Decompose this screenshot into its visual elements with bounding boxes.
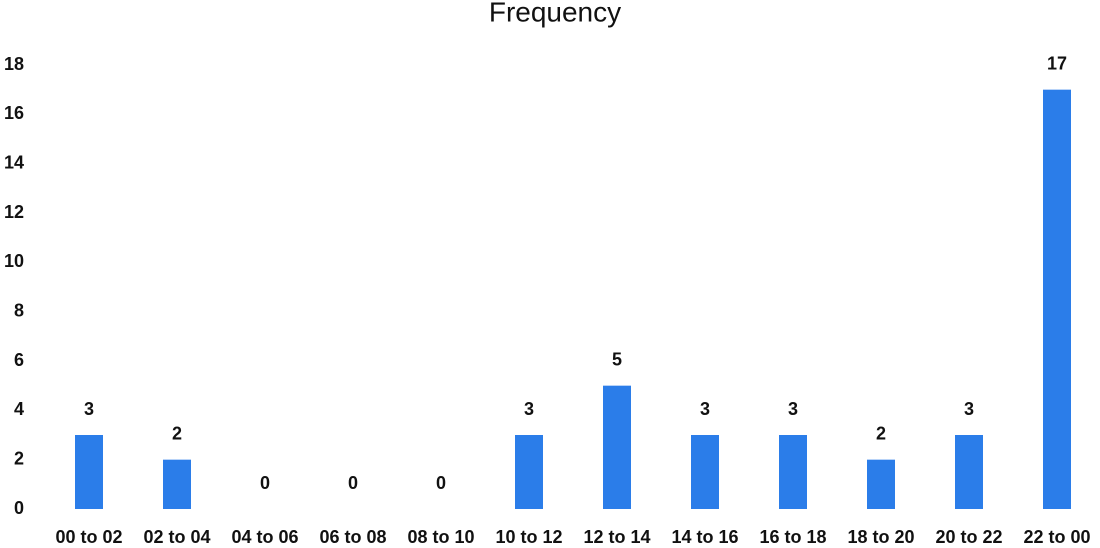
- y-tick-label: 0: [14, 498, 24, 518]
- y-tick-label: 6: [14, 350, 24, 370]
- bar: [779, 435, 807, 509]
- y-tick-label: 18: [4, 54, 24, 74]
- y-tick-label: 16: [4, 103, 24, 123]
- bar: [75, 435, 103, 509]
- bar: [955, 435, 983, 509]
- bar: [603, 385, 631, 509]
- y-tick-label: 10: [4, 251, 24, 271]
- data-label: 3: [788, 399, 798, 419]
- data-label: 3: [524, 399, 534, 419]
- x-tick-label: 12 to 14: [583, 527, 650, 547]
- bar: [163, 459, 191, 509]
- data-label: 0: [348, 473, 358, 493]
- y-tick-label: 4: [14, 399, 24, 419]
- y-tick-label: 12: [4, 202, 24, 222]
- bar: [867, 459, 895, 509]
- x-tick-label: 14 to 16: [671, 527, 738, 547]
- x-tick-label: 08 to 10: [407, 527, 474, 547]
- x-tick-label: 22 to 00: [1023, 527, 1090, 547]
- data-label: 17: [1047, 53, 1067, 73]
- data-label: 2: [876, 423, 886, 443]
- y-tick-label: 8: [14, 300, 24, 320]
- x-tick-label: 18 to 20: [847, 527, 914, 547]
- data-label: 2: [172, 423, 182, 443]
- data-label: 3: [700, 399, 710, 419]
- bar: [515, 435, 543, 509]
- data-label: 3: [964, 399, 974, 419]
- chart-title: Frequency: [489, 0, 621, 27]
- x-tick-label: 00 to 02: [55, 527, 122, 547]
- bar: [1043, 89, 1071, 510]
- x-tick-label: 16 to 18: [759, 527, 826, 547]
- x-tick-label: 02 to 04: [143, 527, 210, 547]
- x-tick-label: 10 to 12: [495, 527, 562, 547]
- data-label: 0: [436, 473, 446, 493]
- data-label: 3: [84, 399, 94, 419]
- x-tick-label: 06 to 08: [319, 527, 386, 547]
- bar: [691, 435, 719, 509]
- y-tick-label: 2: [14, 448, 24, 468]
- x-tick-label: 20 to 22: [935, 527, 1002, 547]
- data-label: 5: [612, 349, 622, 369]
- data-label: 0: [260, 473, 270, 493]
- y-tick-label: 14: [4, 152, 24, 172]
- x-tick-label: 04 to 06: [231, 527, 298, 547]
